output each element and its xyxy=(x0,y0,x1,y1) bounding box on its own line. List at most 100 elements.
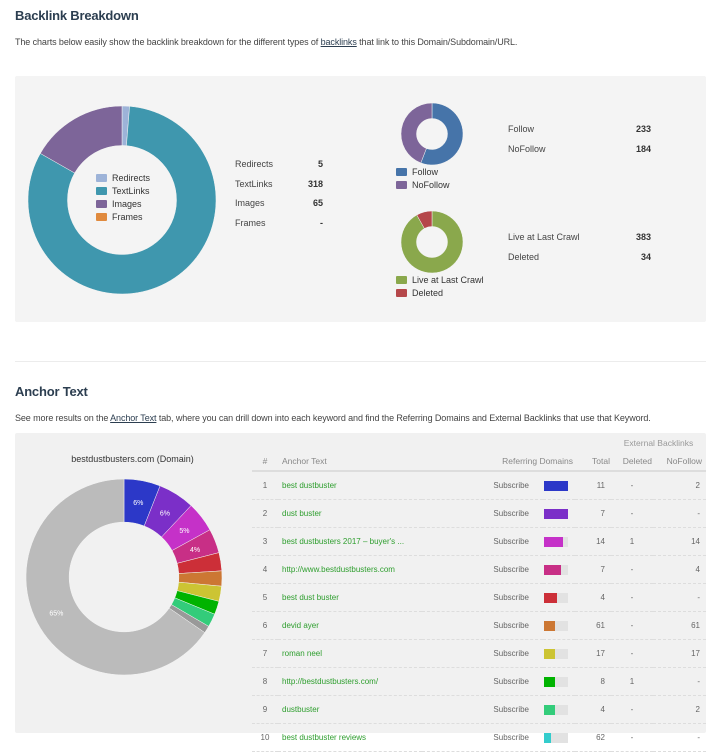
bar-track xyxy=(544,732,568,743)
anchor-text-tab-link[interactable]: Anchor Text xyxy=(110,413,157,423)
subscribe-link[interactable]: Subscribe xyxy=(421,611,543,640)
slice-label: 4% xyxy=(190,547,200,554)
donut-slice[interactable] xyxy=(26,479,206,675)
legend-item[interactable]: Live at Last Crawl xyxy=(396,275,484,285)
referring-domains-bar xyxy=(543,583,575,612)
anchor-text-link[interactable]: roman neel xyxy=(278,639,422,668)
legend-swatch xyxy=(396,181,407,189)
legend-swatch xyxy=(396,276,407,284)
anchor-chart-title: bestdustbusters.com (Domain) xyxy=(71,454,194,464)
total-value: 17 xyxy=(575,639,611,668)
nofollow-value: 17 xyxy=(653,639,706,668)
nofollow-value: 2 xyxy=(653,695,706,724)
anchor-text-link[interactable]: dustbuster xyxy=(278,695,422,724)
subscribe-link[interactable]: Subscribe xyxy=(421,639,543,668)
legend-swatch xyxy=(396,289,407,297)
stat-label: TextLinks xyxy=(235,178,273,189)
anchor-text-link[interactable]: http://bestdustbusters.com/ xyxy=(278,667,422,696)
col-header-anchor-text[interactable]: Anchor Text xyxy=(282,456,327,466)
referring-domains-bar xyxy=(543,471,575,500)
referring-domains-bar xyxy=(543,639,575,668)
donut-slice[interactable] xyxy=(401,103,433,164)
bar-fill xyxy=(544,620,555,631)
nofollow-value: 4 xyxy=(653,555,706,584)
slice-label: 6% xyxy=(133,500,143,507)
col-header-nofollow[interactable]: NoFollow xyxy=(666,456,702,466)
legend-label: Frames xyxy=(112,212,143,222)
total-value: 7 xyxy=(575,499,611,528)
subscribe-link[interactable]: Subscribe xyxy=(421,667,543,696)
follow-donut xyxy=(401,103,463,165)
live-donut xyxy=(401,211,463,273)
legend-item[interactable]: Images xyxy=(96,199,142,209)
bar-fill xyxy=(544,564,561,575)
external-backlinks-header: External Backlinks xyxy=(623,438,694,448)
bar-fill xyxy=(544,536,564,547)
donut-slice[interactable] xyxy=(39,106,123,174)
anchor-text-link[interactable]: best dust buster xyxy=(278,583,422,612)
deleted-value: - xyxy=(611,639,653,668)
backlinks-link[interactable]: backlinks xyxy=(320,37,357,47)
deleted-value: - xyxy=(611,555,653,584)
backlink-breakdown-title: Backlink Breakdown xyxy=(15,8,139,23)
subscribe-link[interactable]: Subscribe xyxy=(421,583,543,612)
bar-track xyxy=(544,620,568,631)
table-row[interactable]: 10 best dustbuster reviews Subscribe 62- - xyxy=(252,723,706,752)
row-number: 7 xyxy=(252,639,278,668)
subscribe-link[interactable]: Subscribe xyxy=(421,723,543,752)
donut-slice[interactable] xyxy=(28,106,216,294)
legend-item[interactable]: NoFollow xyxy=(396,180,450,190)
table-row[interactable]: 9 dustbuster Subscribe 4-2 xyxy=(252,695,706,724)
legend-item[interactable]: Redirects xyxy=(96,173,150,183)
donut-slice[interactable] xyxy=(420,103,463,165)
anchor-text-table: External Backlinks # Anchor Text Referri… xyxy=(252,434,706,752)
stat-value: - xyxy=(320,217,323,228)
anchor-text-link[interactable]: http://www.bestdustbusters.com xyxy=(278,555,422,584)
anchor-description: See more results on the Anchor Text tab,… xyxy=(15,413,651,423)
donut-slice[interactable] xyxy=(416,211,433,229)
table-row[interactable]: 6 devid ayer Subscribe 61-61 xyxy=(252,611,706,640)
table-row[interactable]: 5 best dust buster Subscribe 4- - xyxy=(252,583,706,612)
anchor-text-link[interactable]: dust buster xyxy=(278,499,422,528)
table-row[interactable]: 3 best dustbusters 2017 – buyer's ... Subs… xyxy=(252,527,706,556)
col-header-deleted[interactable]: Deleted xyxy=(622,456,652,466)
table-row[interactable]: 7 roman neel Subscribe 17-17 xyxy=(252,639,706,668)
legend-swatch xyxy=(396,168,407,176)
col-header-num[interactable]: # xyxy=(262,456,268,466)
legend-item[interactable]: Frames xyxy=(96,212,143,222)
referring-domains-bar xyxy=(543,527,575,556)
bar-track xyxy=(544,480,568,491)
anchor-text-link[interactable]: devid ayer xyxy=(278,611,422,640)
col-header-referring-domains[interactable]: Referring Domains xyxy=(502,456,573,466)
bar-fill xyxy=(544,508,568,519)
deleted-value: - xyxy=(611,583,653,612)
bar-track xyxy=(544,592,568,603)
col-header-total[interactable]: Total xyxy=(592,456,610,466)
total-value: 4 xyxy=(575,583,611,612)
legend-item[interactable]: TextLinks xyxy=(96,186,150,196)
anchor-text-link[interactable]: best dustbuster xyxy=(278,471,422,500)
subscribe-link[interactable]: Subscribe xyxy=(421,499,543,528)
subscribe-link[interactable]: Subscribe xyxy=(421,527,543,556)
legend-item[interactable]: Deleted xyxy=(396,288,443,298)
table-row[interactable]: 1 best dustbuster Subscribe 11-2 xyxy=(252,471,706,500)
legend-label: Follow xyxy=(412,167,439,177)
subscribe-link[interactable]: Subscribe xyxy=(421,555,543,584)
nofollow-value: - xyxy=(653,583,706,612)
referring-domains-bar xyxy=(543,611,575,640)
row-number: 4 xyxy=(252,555,278,584)
table-row[interactable]: 2 dust buster Subscribe 7- - xyxy=(252,499,706,528)
bar-track xyxy=(544,704,568,715)
subscribe-link[interactable]: Subscribe xyxy=(421,695,543,724)
table-row[interactable]: 8 http://bestdustbusters.com/Subscribe 8 1- xyxy=(252,667,706,696)
legend-label: Live at Last Crawl xyxy=(412,275,484,285)
anchor-text-link[interactable]: best dustbuster reviews xyxy=(278,723,422,752)
stat-label: Deleted xyxy=(508,252,540,262)
table-row[interactable]: 4 http://www.bestdustbusters.com Subscribe… xyxy=(252,555,706,584)
nofollow-value: 61 xyxy=(653,611,706,640)
legend-item[interactable]: Follow xyxy=(396,167,438,177)
bar-fill xyxy=(544,704,555,715)
subscribe-link[interactable]: Subscribe xyxy=(421,471,543,500)
donut-slice[interactable] xyxy=(401,211,463,273)
anchor-text-link[interactable]: best dustbusters 2017 – buyer's ... xyxy=(278,527,422,556)
